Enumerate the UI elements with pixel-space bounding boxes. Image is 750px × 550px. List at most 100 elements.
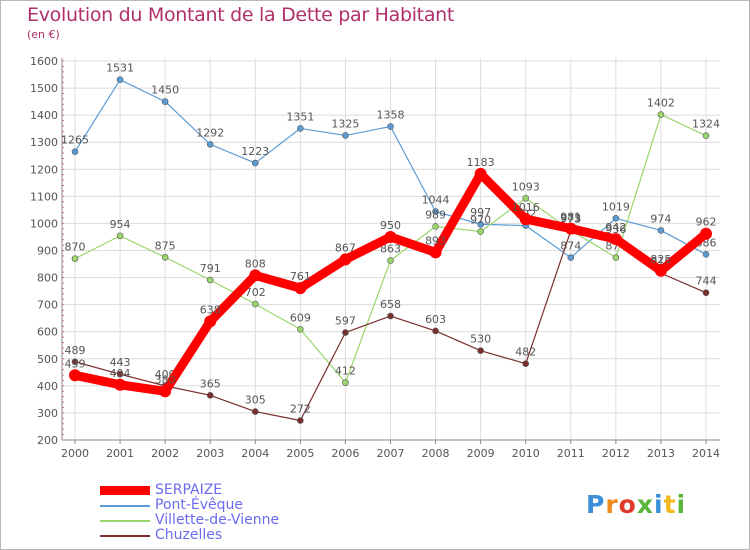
y-tick-label: 800 bbox=[37, 272, 58, 285]
legend-swatch bbox=[100, 486, 150, 495]
data-label-chuzelles: 365 bbox=[200, 377, 221, 390]
x-tick-label: 2003 bbox=[196, 447, 224, 460]
data-point-chuzelles bbox=[71, 358, 79, 366]
data-label-serpaize: 825 bbox=[650, 253, 671, 266]
data-label-chuzelles: 973 bbox=[560, 213, 581, 226]
data-point-serpaize bbox=[114, 378, 127, 391]
data-label-serpaize: 942 bbox=[605, 221, 626, 234]
y-tick-label: 1400 bbox=[30, 109, 58, 122]
data-point-serpaize bbox=[249, 269, 262, 282]
data-label-villette-de-vienne: 412 bbox=[335, 365, 356, 378]
data-label-pont-eveque: 1358 bbox=[377, 109, 405, 122]
data-point-villette-de-vienne bbox=[251, 300, 259, 308]
data-label-pont-eveque: 1351 bbox=[286, 110, 314, 123]
legend-label: Chuzelles bbox=[155, 527, 223, 543]
data-label-villette-de-vienne: 875 bbox=[155, 239, 176, 252]
x-tick-label: 2012 bbox=[602, 447, 630, 460]
data-point-pont-eveque bbox=[477, 220, 484, 228]
data-label-villette-de-vienne: 870 bbox=[65, 241, 86, 254]
data-label-villette-de-vienne: 1402 bbox=[647, 97, 675, 110]
data-label-chuzelles: 603 bbox=[425, 313, 446, 326]
y-tick-label: 600 bbox=[37, 326, 58, 339]
data-label-villette-de-vienne: 954 bbox=[110, 218, 131, 231]
data-label-villette-de-vienne: 609 bbox=[290, 311, 311, 324]
data-label-villette-de-vienne: 863 bbox=[380, 243, 401, 256]
legend-label: SERPAIZE bbox=[155, 482, 223, 498]
legend-label: Pont-Évêque bbox=[155, 497, 244, 513]
data-label-chuzelles: 744 bbox=[696, 275, 717, 288]
data-label-serpaize: 1016 bbox=[512, 201, 540, 214]
data-point-pont-eveque bbox=[342, 132, 349, 139]
data-point-pont-eveque bbox=[206, 141, 214, 148]
data-point-serpaize bbox=[519, 213, 532, 226]
data-point-villette-de-vienne bbox=[297, 325, 304, 333]
y-tick-label: 900 bbox=[37, 245, 58, 258]
data-point-serpaize bbox=[654, 264, 667, 277]
x-tick-label: 2000 bbox=[61, 447, 89, 460]
data-point-chuzelles bbox=[387, 312, 394, 320]
data-label-chuzelles: 272 bbox=[290, 403, 311, 416]
data-point-serpaize bbox=[339, 253, 352, 266]
legend-label: Villette-de-Vienne bbox=[155, 512, 280, 528]
data-point-pont-eveque bbox=[251, 159, 259, 167]
y-tick-label: 200 bbox=[37, 434, 58, 447]
data-point-serpaize bbox=[474, 167, 487, 180]
data-point-chuzelles bbox=[432, 327, 439, 335]
data-point-villette-de-vienne bbox=[477, 228, 484, 235]
data-point-chuzelles bbox=[702, 289, 710, 297]
data-point-pont-eveque bbox=[116, 76, 124, 83]
y-tick-label: 400 bbox=[37, 380, 58, 393]
x-tick-label: 2010 bbox=[512, 447, 540, 460]
y-tick-label: 500 bbox=[37, 353, 58, 366]
chart-title: Evolution du Montant de la Dette par Hab… bbox=[27, 4, 455, 26]
legend-swatch bbox=[100, 520, 150, 522]
data-point-villette-de-vienne bbox=[387, 257, 394, 264]
data-label-chuzelles: 489 bbox=[65, 344, 86, 357]
data-label-pont-eveque: 1325 bbox=[331, 117, 359, 130]
data-label-serpaize: 867 bbox=[335, 241, 356, 254]
data-label-serpaize: 380 bbox=[155, 373, 176, 386]
data-label-chuzelles: 443 bbox=[110, 356, 131, 369]
x-tick-label: 2006 bbox=[331, 447, 359, 460]
data-label-pont-eveque: 1265 bbox=[61, 134, 89, 147]
data-point-pont-eveque bbox=[161, 98, 169, 105]
data-point-chuzelles bbox=[522, 360, 530, 367]
x-tick-label: 2009 bbox=[467, 447, 495, 460]
data-label-villette-de-vienne: 1324 bbox=[692, 118, 720, 131]
data-label-pont-eveque: 974 bbox=[650, 212, 671, 225]
chart-subtitle: (en €) bbox=[27, 28, 60, 41]
x-tick-label: 2002 bbox=[151, 447, 179, 460]
data-point-pont-eveque bbox=[71, 148, 79, 155]
x-tick-label: 2004 bbox=[241, 447, 269, 460]
data-point-villette-de-vienne bbox=[161, 253, 169, 261]
data-point-pont-eveque bbox=[567, 254, 575, 261]
data-point-villette-de-vienne bbox=[116, 232, 124, 240]
data-point-serpaize bbox=[700, 227, 712, 240]
data-point-pont-eveque bbox=[297, 125, 304, 132]
data-label-pont-eveque: 1531 bbox=[106, 62, 134, 75]
y-tick-label: 1500 bbox=[30, 82, 58, 95]
data-point-villette-de-vienne bbox=[522, 194, 530, 202]
data-label-pont-eveque: 1044 bbox=[422, 194, 450, 207]
data-point-pont-eveque bbox=[387, 123, 394, 130]
data-point-villette-de-vienne bbox=[342, 379, 349, 386]
data-label-pont-eveque: 997 bbox=[470, 206, 491, 219]
x-tick-label: 2013 bbox=[647, 447, 675, 460]
x-tick-label: 2007 bbox=[377, 447, 405, 460]
data-point-serpaize bbox=[429, 246, 442, 259]
data-label-pont-eveque: 874 bbox=[560, 240, 581, 253]
data-label-pont-eveque: 1450 bbox=[151, 84, 179, 97]
x-tick-label: 2005 bbox=[286, 447, 314, 460]
data-point-pont-eveque bbox=[432, 208, 439, 215]
data-label-chuzelles: 658 bbox=[380, 298, 401, 311]
data-point-chuzelles bbox=[116, 370, 124, 378]
data-label-chuzelles: 530 bbox=[470, 333, 491, 346]
data-label-serpaize: 404 bbox=[110, 367, 131, 380]
data-label-villette-de-vienne: 1093 bbox=[512, 180, 540, 193]
data-point-villette-de-vienne bbox=[702, 132, 710, 140]
y-tick-label: 700 bbox=[37, 299, 58, 312]
data-label-pont-eveque: 1292 bbox=[196, 126, 224, 139]
y-tick-label: 300 bbox=[37, 407, 58, 420]
data-point-villette-de-vienne bbox=[612, 254, 620, 261]
